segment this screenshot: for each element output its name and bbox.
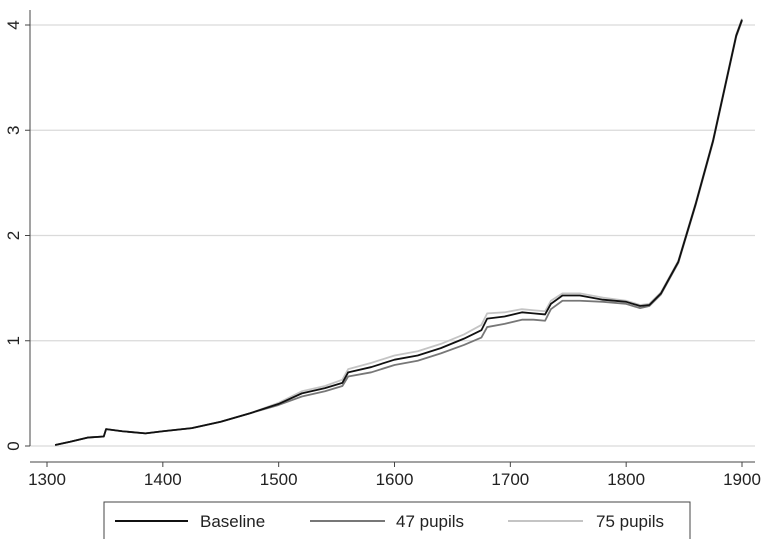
series-line-baseline	[54, 19, 743, 446]
legend-label-47-pupils: 47 pupils	[396, 512, 464, 531]
x-tick-label-1500: 1500	[260, 470, 298, 489]
x-tick-label-1400: 1400	[144, 470, 182, 489]
y-tick-label-4: 4	[4, 20, 23, 29]
legend-label-baseline: Baseline	[200, 512, 265, 531]
y-tick-label-1: 1	[4, 336, 23, 345]
y-axis-ticks: 0 1 2 3 4	[4, 20, 30, 451]
legend-box	[103, 501, 691, 539]
x-tick-label-1600: 1600	[376, 470, 414, 489]
y-tick-label-0: 0	[4, 441, 23, 450]
y-tick-label-3: 3	[4, 126, 23, 135]
series-line-47-pupils	[54, 20, 743, 446]
series-line-75-pupils	[54, 18, 743, 446]
x-axis-ticks: 1300 1400 1500 1600 1700 1800 1900	[28, 462, 761, 489]
legend: Baseline 47 pupils 75 pupils	[103, 501, 691, 539]
y-tick-label-2: 2	[4, 231, 23, 240]
x-tick-label-1700: 1700	[491, 470, 529, 489]
x-tick-label-1800: 1800	[607, 470, 645, 489]
gridlines	[30, 24, 755, 447]
x-tick-label-1300: 1300	[28, 470, 66, 489]
series-lines	[54, 18, 743, 446]
x-tick-label-1900: 1900	[723, 470, 761, 489]
legend-label-75-pupils: 75 pupils	[596, 512, 664, 531]
